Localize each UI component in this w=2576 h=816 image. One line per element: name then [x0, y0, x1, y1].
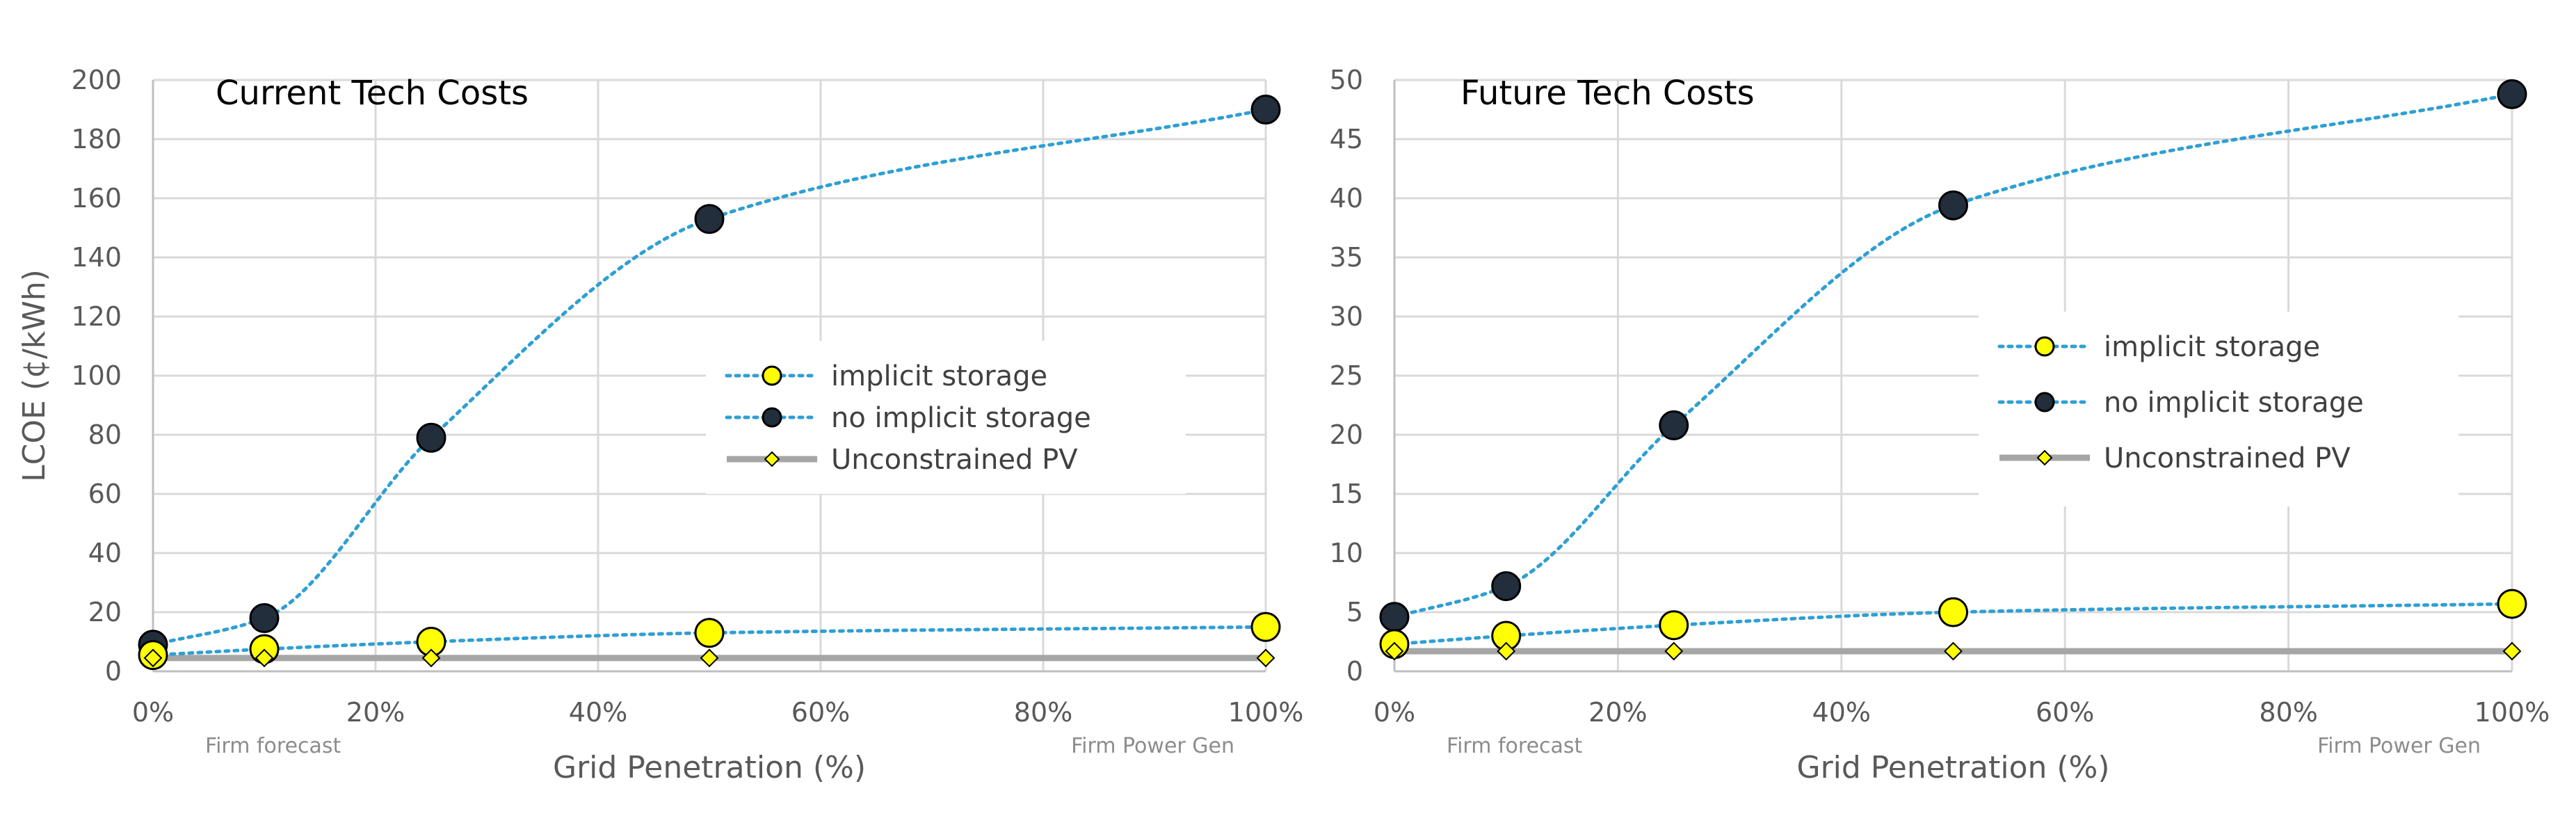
data-point-no-implicit-storage	[1250, 95, 1281, 125]
y-tick-label: 40	[88, 538, 122, 568]
sub-label-firm-power-gen: Firm Power Gen	[2317, 734, 2481, 758]
data-point-implicit-storage	[2497, 589, 2527, 619]
legend-item: implicit storage	[725, 360, 1047, 392]
data-point-implicit-storage	[1938, 597, 1968, 627]
series-line-no-implicit-storage	[151, 108, 1268, 647]
data-point-no-implicit-storage	[1938, 190, 1968, 221]
y-tick-label: 30	[1330, 301, 1363, 332]
data-point-implicit-storage	[694, 618, 725, 648]
data-point-no-implicit-storage	[1659, 410, 1689, 440]
legend-swatch-marker	[762, 407, 782, 428]
data-point-unconstrained-pv	[1385, 641, 1404, 661]
legend-label: implicit storage	[831, 360, 1047, 392]
legend: implicit storage no implicit storage Uncon…	[725, 360, 1091, 476]
legend-swatch-marker	[2034, 336, 2055, 357]
y-tick-label: 0	[105, 656, 122, 687]
x-tick-label: 20%	[346, 697, 405, 728]
y-tick-label: 10	[1330, 538, 1363, 568]
y-tick-label: 45	[1330, 124, 1363, 154]
y-tick-label: 25	[1330, 360, 1363, 391]
data-point-no-implicit-storage	[2497, 79, 2527, 109]
legend-swatch-marker	[2034, 392, 2055, 413]
y-tick-label: 80	[88, 419, 122, 450]
legend-label: no implicit storage	[2104, 387, 2364, 419]
legend-label: implicit storage	[2104, 331, 2320, 363]
y-tick-label: 60	[88, 479, 122, 509]
legend-swatch-marker	[762, 365, 782, 386]
data-point-unconstrained-pv	[255, 648, 274, 668]
y-tick-label: 140	[71, 242, 122, 273]
legend-background	[1979, 312, 2458, 506]
chart-panel-2: 0 5 10 15 20 25 30 35 40 45 50 0% 20% 40% 60% 80% 100% Fu…	[1330, 65, 2550, 785]
x-tick-label: 80%	[1014, 697, 1072, 728]
x-tick-label: 20%	[1588, 697, 1647, 728]
y-tick-label: 120	[71, 301, 122, 332]
legend-item: no implicit storage	[1997, 387, 2364, 419]
data-point-unconstrained-pv	[1944, 641, 1963, 661]
x-tick-label: 60%	[2036, 697, 2094, 728]
legend-item: Unconstrained PV	[727, 444, 1078, 476]
legend-swatch-marker	[2036, 449, 2053, 466]
legend-item: Unconstrained PV	[1999, 442, 2351, 474]
y-axis-title: LCOE (¢/kWh)	[17, 269, 52, 482]
legend-label: Unconstrained PV	[2104, 442, 2351, 474]
chart-title: Current Tech Costs	[216, 74, 529, 113]
y-tick-label: 160	[71, 183, 122, 214]
legend-item: implicit storage	[1997, 331, 2320, 363]
x-tick-label: 100%	[2474, 697, 2550, 728]
x-tick-label: 80%	[2259, 697, 2317, 728]
y-tick-label: 20	[1330, 419, 1363, 450]
legend-label: no implicit storage	[831, 402, 1091, 434]
data-point-no-implicit-storage	[249, 603, 280, 633]
data-point-no-implicit-storage	[1379, 602, 1410, 632]
x-tick-label: 60%	[791, 697, 850, 728]
y-tick-label: 50	[1330, 65, 1363, 95]
x-tick-label: 40%	[1812, 697, 1871, 728]
data-point-no-implicit-storage	[694, 204, 725, 234]
data-point-unconstrained-pv	[1497, 641, 1516, 661]
chart-title: Future Tech Costs	[1460, 74, 1755, 113]
x-tick-label: 0%	[132, 697, 174, 728]
legend-item: no implicit storage	[725, 402, 1091, 434]
data-point-unconstrained-pv	[700, 648, 719, 668]
data-point-unconstrained-pv	[143, 648, 163, 668]
y-tick-label: 200	[71, 65, 122, 95]
data-point-no-implicit-storage	[416, 422, 446, 453]
legend: implicit storage no implicit storage Uncon…	[1997, 331, 2364, 474]
legend-label: Unconstrained PV	[831, 444, 1078, 476]
x-tick-label: 40%	[569, 697, 627, 728]
x-tick-label: 100%	[1228, 697, 1304, 728]
x-axis-title: Grid Penetration (%)	[1796, 750, 2109, 785]
y-tick-label: 0	[1346, 656, 1363, 687]
data-point-implicit-storage	[1659, 610, 1689, 641]
y-tick-label: 180	[71, 124, 122, 154]
y-tick-label: 40	[1330, 183, 1363, 214]
y-tick-label: 20	[88, 597, 122, 627]
x-tick-label: 0%	[1374, 697, 1415, 728]
data-point-unconstrained-pv	[1664, 641, 1684, 661]
chart-panel-1: 0 20 40 60 80 100 120 140 160 180 200 0% 20% 40% 60% 80…	[17, 65, 1303, 785]
y-tick-label: 15	[1330, 479, 1363, 509]
data-point-unconstrained-pv	[421, 648, 441, 668]
legend-swatch-marker	[764, 451, 780, 467]
sub-label-firm-forecast: Firm forecast	[205, 734, 341, 758]
y-tick-label: 5	[1346, 597, 1363, 627]
x-axis-title: Grid Penetration (%)	[553, 750, 866, 785]
data-point-no-implicit-storage	[1491, 571, 1522, 602]
data-point-unconstrained-pv	[1256, 648, 1275, 668]
data-point-unconstrained-pv	[2502, 641, 2522, 661]
y-tick-label: 100	[71, 360, 122, 391]
sub-label-firm-forecast: Firm forecast	[1447, 734, 1583, 758]
y-tick-label: 35	[1330, 242, 1363, 273]
data-point-implicit-storage	[1250, 611, 1281, 642]
sub-label-firm-power-gen: Firm Power Gen	[1071, 734, 1234, 758]
